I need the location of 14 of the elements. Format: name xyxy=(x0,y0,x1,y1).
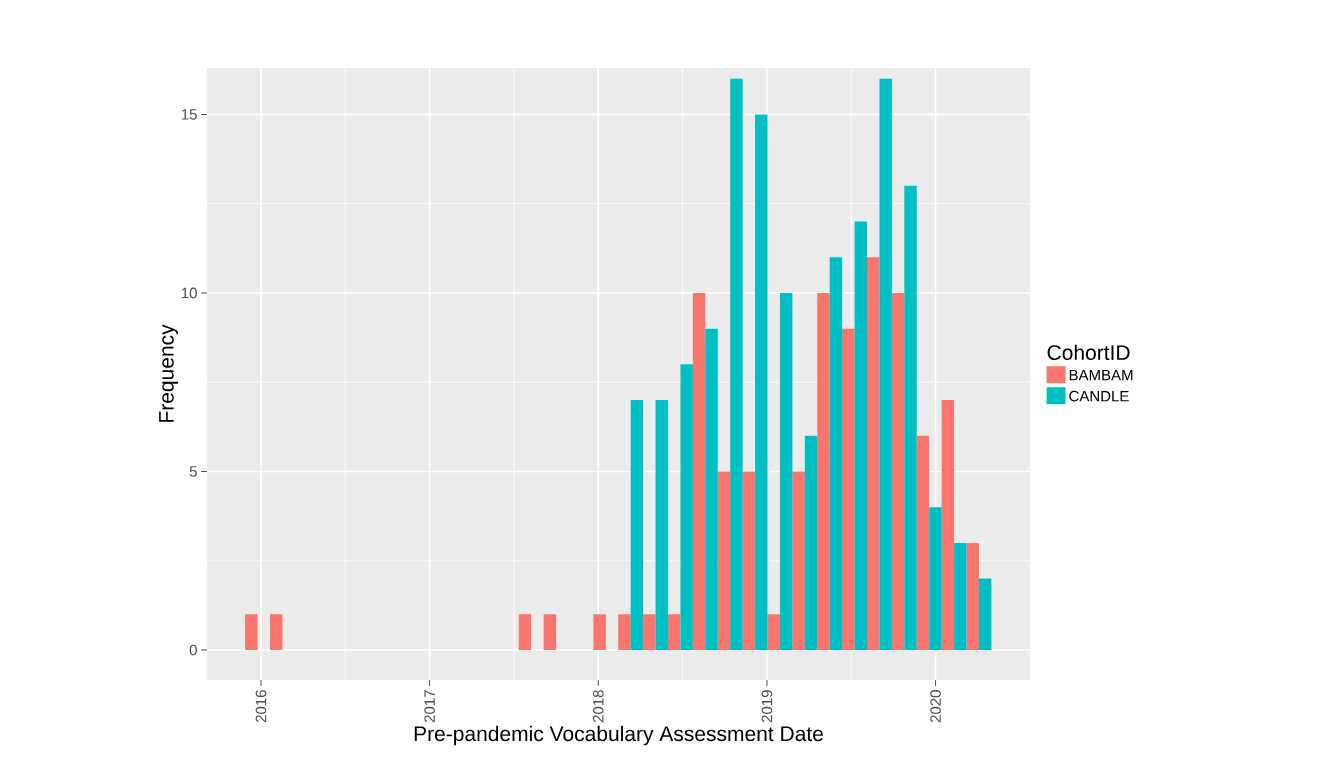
x-axis-title: Pre-pandemic Vocabulary Assessment Date xyxy=(414,725,823,746)
x-tick-label: 2017 xyxy=(424,690,435,723)
x-tick-label: 2018 xyxy=(592,690,604,723)
x-tick-label: 2020 xyxy=(930,690,941,723)
legend-title: CohortID xyxy=(1047,344,1130,361)
x-tick-label: 2016 xyxy=(255,690,267,723)
legend-label: BAMBAM xyxy=(1069,369,1133,381)
y-tick-label: 5 xyxy=(189,466,197,477)
y-axis-title: Frequency xyxy=(159,324,178,422)
legend-label: CANDLE xyxy=(1069,390,1129,402)
x-tick-label: 2019 xyxy=(761,690,773,723)
y-tick-label: 0 xyxy=(189,644,197,656)
y-tick-label: 10 xyxy=(181,287,197,299)
y-tick-label: 15 xyxy=(181,109,197,120)
